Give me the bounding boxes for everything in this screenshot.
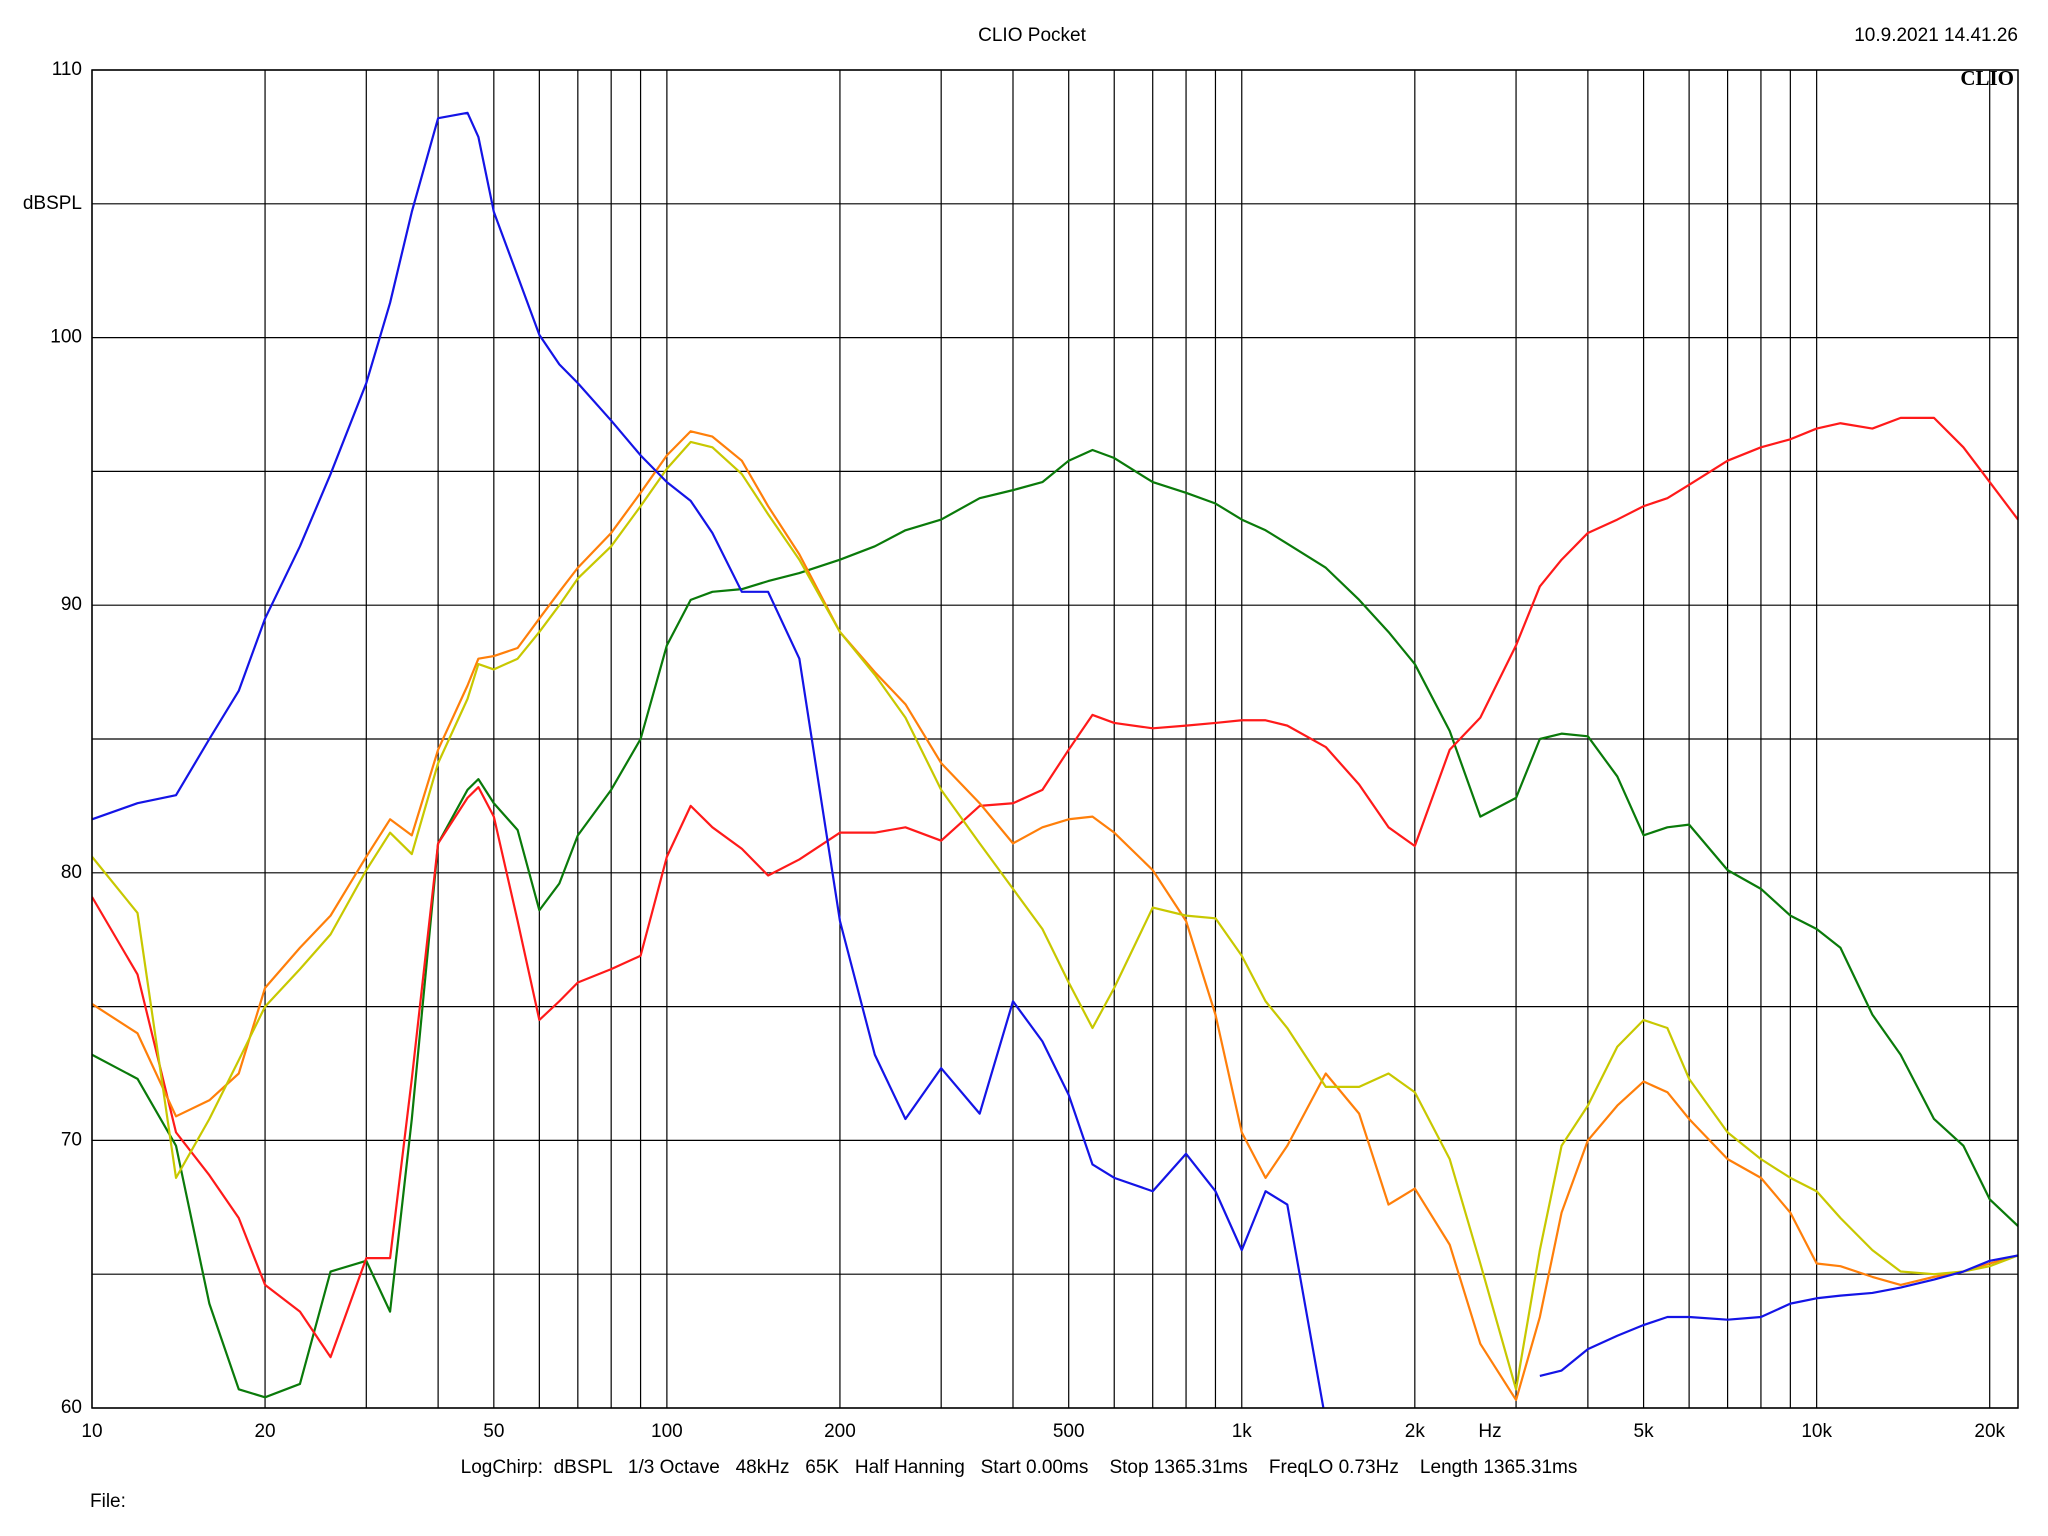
y-tick-label: 90 — [61, 594, 82, 615]
chart-title: CLIO Pocket — [978, 25, 1086, 46]
response-curve — [92, 430, 2018, 1402]
y-tick-label: 110 — [52, 59, 82, 80]
response-curve — [92, 440, 2018, 1391]
footer-info: LogChirp: dBSPL 1/3 Octave 48kHz 65K Hal… — [461, 1457, 1578, 1478]
response-curve — [92, 111, 2018, 1408]
x-tick-label: 2k — [1405, 1421, 1426, 1442]
x-tick-label: 50 — [483, 1421, 504, 1442]
logo: CLIO — [1960, 66, 2014, 90]
plot-area — [92, 111, 2018, 1408]
y-tick-label: 70 — [61, 1129, 82, 1150]
x-tick-label: 10k — [1801, 1421, 1832, 1442]
timestamp: 10.9.2021 14.41.26 — [1854, 25, 2018, 46]
x-tick-label: 100 — [651, 1421, 683, 1442]
y-tick-label: 80 — [61, 862, 82, 883]
file-label: File: — [90, 1491, 126, 1512]
plot-frame — [91, 69, 2019, 1409]
x-axis-label: Hz — [1478, 1421, 1501, 1442]
x-tick-label: 500 — [1053, 1421, 1085, 1442]
y-tick-label: 60 — [61, 1397, 82, 1418]
y-tick-label: 100 — [50, 327, 82, 348]
x-tick-label: 200 — [824, 1421, 856, 1442]
x-tick-label: 20k — [1974, 1421, 2005, 1442]
x-tick-label: 1k — [1232, 1421, 1253, 1442]
x-tick-label: 5k — [1634, 1421, 1655, 1442]
x-tick-label: 10 — [81, 1421, 102, 1442]
y-axis-label: dBSPL — [23, 193, 82, 214]
response-curve — [92, 416, 2018, 1359]
x-tick-label: 20 — [254, 1421, 275, 1442]
